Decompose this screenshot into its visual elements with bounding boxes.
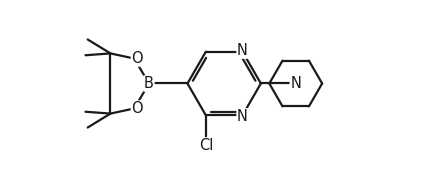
Text: N: N <box>290 76 301 91</box>
Text: N: N <box>237 43 248 58</box>
Text: O: O <box>132 101 143 116</box>
Text: O: O <box>132 51 143 66</box>
Text: N: N <box>237 109 248 124</box>
Text: Cl: Cl <box>199 138 213 153</box>
Text: B: B <box>144 76 154 91</box>
